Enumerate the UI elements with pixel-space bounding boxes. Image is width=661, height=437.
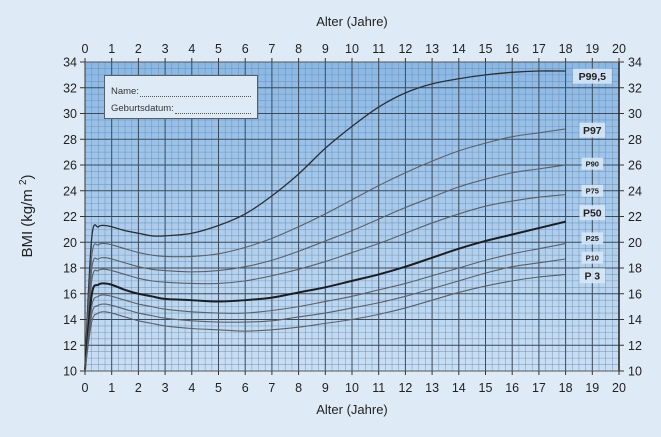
y-tick-right: 14 xyxy=(628,313,642,327)
y-tick-right: 20 xyxy=(628,236,642,250)
label-p995: P99,5 xyxy=(579,71,607,83)
x-tick-bottom: 17 xyxy=(532,381,546,395)
y-tick-left: 32 xyxy=(63,81,77,95)
x-tick-top: 3 xyxy=(162,42,169,56)
x-tick-top: 10 xyxy=(345,42,359,56)
name-label: Name: xyxy=(111,86,139,97)
x-tick-bottom: 14 xyxy=(452,381,466,395)
x-tick-top: 13 xyxy=(425,42,439,56)
y-axis-title: BMI (kg/m 2) xyxy=(18,174,36,257)
x-tick-bottom: 20 xyxy=(612,381,626,395)
y-tick-right: 28 xyxy=(628,133,642,147)
x-tick-bottom: 19 xyxy=(585,381,599,395)
curve-p995 xyxy=(84,70,566,365)
y-tick-right: 34 xyxy=(628,56,642,70)
label-p25: P25 xyxy=(586,234,599,243)
x-tick-bottom: 2 xyxy=(135,381,142,395)
label-p10: P10 xyxy=(586,253,599,262)
y-tick-left: 20 xyxy=(63,236,77,250)
x-tick-bottom: 10 xyxy=(345,381,359,395)
major-grid xyxy=(84,61,620,372)
x-axis-title-bottom: Alter (Jahre) xyxy=(316,402,388,417)
y-tick-left: 30 xyxy=(63,107,77,121)
percentile-curves xyxy=(84,70,566,372)
x-tick-bottom: 3 xyxy=(162,381,169,395)
y-tick-left: 18 xyxy=(63,262,77,276)
x-tick-bottom: 16 xyxy=(505,381,519,395)
x-tick-bottom: 13 xyxy=(425,381,439,395)
y-tick-left: 28 xyxy=(63,133,77,147)
x-tick-top: 6 xyxy=(242,42,249,56)
x-tick-top: 19 xyxy=(585,42,599,56)
curve-p90 xyxy=(84,164,566,368)
name-input-line[interactable] xyxy=(139,88,251,97)
y-tick-left: 24 xyxy=(63,184,77,198)
label-p90: P90 xyxy=(586,159,599,168)
curve-p97 xyxy=(84,128,566,366)
y-tick-right: 26 xyxy=(628,159,642,173)
x-tick-bottom: 6 xyxy=(242,381,249,395)
label-p97: P97 xyxy=(583,125,602,137)
curve-p3 xyxy=(84,273,566,372)
x-tick-bottom: 9 xyxy=(322,381,329,395)
x-tick-bottom: 12 xyxy=(398,381,412,395)
curve-p25 xyxy=(84,242,566,372)
x-tick-top: 20 xyxy=(612,42,626,56)
x-tick-bottom: 8 xyxy=(295,381,302,395)
x-tick-bottom: 18 xyxy=(559,381,573,395)
y-tick-right: 10 xyxy=(628,365,642,379)
label-p75: P75 xyxy=(586,186,599,195)
y-tick-right: 24 xyxy=(628,184,642,198)
y-tick-right: 30 xyxy=(628,107,642,121)
x-tick-top: 14 xyxy=(452,42,466,56)
y-tick-left: 16 xyxy=(63,287,77,301)
x-tick-top: 7 xyxy=(268,42,275,56)
x-tick-bottom: 0 xyxy=(82,381,89,395)
birthdate-label: Geburtsdatum: xyxy=(111,103,174,114)
birthdate-field[interactable]: Geburtsdatum: xyxy=(111,103,251,114)
y-tick-left: 12 xyxy=(63,339,77,353)
y-tick-left: 22 xyxy=(63,210,77,224)
y-tick-right: 18 xyxy=(628,262,642,276)
y-tick-right: 22 xyxy=(628,210,642,224)
x-tick-bottom: 5 xyxy=(215,381,222,395)
name-field[interactable]: Name: xyxy=(111,86,251,97)
y-tick-left: 10 xyxy=(63,365,77,379)
curve-p10 xyxy=(84,258,566,372)
x-tick-top: 4 xyxy=(188,42,195,56)
y-tick-left: 26 xyxy=(63,159,77,173)
y-tick-left: 14 xyxy=(63,313,77,327)
x-axis-title-top: Alter (Jahre) xyxy=(316,14,388,29)
curve-p75 xyxy=(84,194,566,369)
y-tick-right: 32 xyxy=(628,81,642,95)
label-p3: P 3 xyxy=(585,271,601,283)
x-tick-top: 17 xyxy=(532,42,546,56)
patient-info-box: Name: Geburtsdatum: xyxy=(104,75,258,119)
x-tick-top: 18 xyxy=(559,42,573,56)
birthdate-input-line[interactable] xyxy=(174,105,251,114)
percentile-labels: P99,5 P97 P90 P75 P50 P25 P10 P 3 xyxy=(572,68,612,284)
x-tick-bottom: 7 xyxy=(268,381,275,395)
x-tick-bottom: 11 xyxy=(372,381,385,395)
y-tick-right: 12 xyxy=(628,339,642,353)
x-tick-top: 8 xyxy=(295,42,302,56)
x-tick-top: 12 xyxy=(398,42,412,56)
x-tick-top: 0 xyxy=(82,42,89,56)
x-tick-bottom: 4 xyxy=(188,381,195,395)
x-tick-top: 16 xyxy=(505,42,519,56)
x-tick-top: 1 xyxy=(108,42,115,56)
y-tick-right: 16 xyxy=(628,287,642,301)
x-tick-bottom: 15 xyxy=(479,381,493,395)
x-tick-top: 5 xyxy=(215,42,222,56)
x-tick-top: 15 xyxy=(479,42,493,56)
x-tick-top: 11 xyxy=(372,42,385,56)
label-p50: P50 xyxy=(583,207,602,219)
y-tick-left: 34 xyxy=(63,56,77,70)
x-tick-bottom: 1 xyxy=(108,381,115,395)
axes: 0011223344556677889910101111121213131414… xyxy=(63,42,642,395)
x-tick-top: 9 xyxy=(322,42,329,56)
curve-p50 xyxy=(84,220,566,370)
x-tick-top: 2 xyxy=(135,42,142,56)
